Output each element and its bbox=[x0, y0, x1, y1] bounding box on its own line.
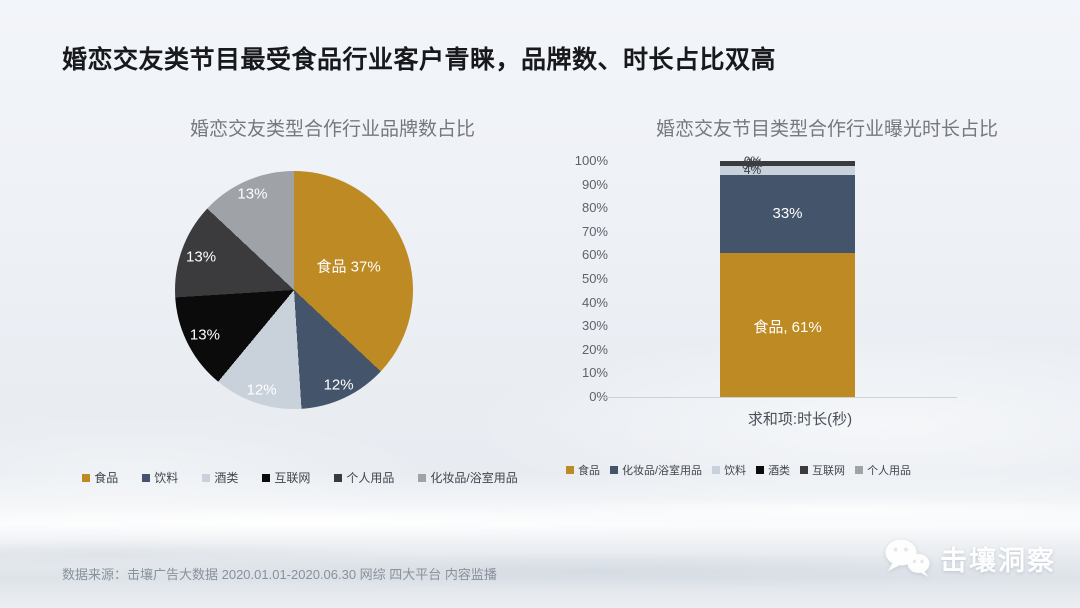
x-axis-line bbox=[603, 397, 957, 398]
bar-segment-label-2: 33% bbox=[772, 204, 803, 222]
pie-slice-label-3: 12% bbox=[246, 381, 277, 399]
bar-x-axis-label: 求和项:时长(秒) bbox=[747, 411, 853, 428]
legend-marker bbox=[712, 466, 721, 474]
legend-item-6: 化妆品/浴室用品 bbox=[418, 469, 518, 486]
y-axis-tick: 100% bbox=[574, 153, 608, 168]
legend-marker bbox=[262, 473, 271, 482]
bar-legend: 食品 化妆品/浴室用品 饮料 酒类 互联网 个人用品 bbox=[566, 462, 970, 478]
bar-segment-5 bbox=[720, 161, 855, 166]
legend-marker bbox=[800, 466, 809, 474]
legend-label: 互联网 bbox=[274, 471, 311, 485]
wechat-icon bbox=[885, 539, 930, 577]
legend-item-3: 酒类 bbox=[202, 469, 238, 486]
pie-chart: 食品 37% 12% 12% 13% 13% 13% bbox=[175, 171, 413, 409]
y-axis-tick: 10% bbox=[581, 365, 608, 381]
bar-segment-3 bbox=[720, 165, 855, 176]
legend-marker bbox=[610, 466, 618, 474]
bar-segment-label-4: 0% bbox=[741, 158, 760, 173]
legend-label: 化妆品/浴室用品 bbox=[430, 471, 518, 485]
legend-item-3: 饮料 bbox=[712, 462, 746, 478]
legend-label: 食品 bbox=[94, 471, 119, 485]
pie-slice-label-5: 13% bbox=[186, 248, 217, 266]
legend-marker bbox=[566, 466, 574, 474]
bar-stack bbox=[720, 161, 855, 397]
legend-item-1: 食品 bbox=[82, 469, 118, 486]
legend-marker bbox=[418, 473, 427, 482]
legend-item-6: 个人用品 bbox=[855, 462, 911, 478]
legend-label: 食品 bbox=[578, 465, 600, 477]
legend-label: 酒类 bbox=[768, 465, 791, 477]
y-axis-tick: 70% bbox=[581, 223, 608, 239]
bar-segment-2 bbox=[720, 175, 855, 254]
legend-marker bbox=[756, 466, 765, 474]
bar-chart-title: 婚恋交友节目类型合作行业曝光时长占比 bbox=[656, 119, 999, 140]
y-axis-tick: 80% bbox=[581, 200, 608, 216]
legend-item-4: 酒类 bbox=[756, 462, 790, 478]
bar-segment-label-6: 0% bbox=[743, 153, 762, 168]
y-axis-tick: 90% bbox=[581, 176, 608, 192]
legend-marker bbox=[142, 473, 151, 482]
pie-legend: 食品 饮料 酒类 互联网 个人用品 化妆品/浴室用品 bbox=[70, 469, 530, 486]
pie-slice-label-4: 13% bbox=[189, 326, 220, 344]
y-axis-tick: 30% bbox=[581, 318, 608, 334]
legend-label: 饮料 bbox=[154, 471, 179, 485]
legend-item-1: 食品 bbox=[566, 462, 600, 478]
legend-label: 互联网 bbox=[812, 465, 846, 477]
legend-item-2: 饮料 bbox=[142, 469, 178, 486]
y-axis-tick: 60% bbox=[581, 247, 608, 263]
legend-label: 化妆品/浴室用品 bbox=[622, 465, 703, 477]
legend-marker bbox=[202, 473, 211, 482]
y-axis-tick: 0% bbox=[589, 389, 608, 404]
legend-label: 饮料 bbox=[724, 465, 747, 477]
legend-item-5: 个人用品 bbox=[334, 469, 394, 486]
watermark: 击壤洞察 bbox=[884, 538, 1056, 578]
data-source-note: 数据来源：击壤广告大数据 2020.01.01-2020.06.30 网综 四大… bbox=[62, 567, 497, 582]
watermark-text: 击壤洞察 bbox=[940, 545, 1056, 576]
y-axis-tick: 20% bbox=[581, 341, 608, 357]
bar-chart: 0% 10% 20% 30% 40% 50% 60% 70% 80% 90% 100% 食品, 61… bbox=[560, 153, 970, 415]
bar-segment-label-1: 食品, 61% bbox=[753, 318, 822, 336]
pie-slice-label-2: 12% bbox=[323, 376, 354, 394]
legend-item-4: 互联网 bbox=[262, 469, 310, 486]
legend-label: 个人用品 bbox=[346, 471, 395, 485]
pie-chart-title: 婚恋交友类型合作行业品牌数占比 bbox=[190, 119, 476, 140]
bar-segment-1 bbox=[720, 253, 855, 397]
legend-item-2: 化妆品/浴室用品 bbox=[610, 462, 702, 478]
pie-slice-label-6: 13% bbox=[237, 185, 268, 203]
pie-slice-label-1: 食品 37% bbox=[316, 258, 381, 276]
y-axis-tick: 40% bbox=[581, 294, 608, 310]
page-title: 婚恋交友类节目最受食品行业客户青睐，品牌数、时长占比双高 bbox=[62, 46, 777, 74]
legend-marker bbox=[334, 473, 343, 482]
y-axis-tick: 50% bbox=[581, 271, 608, 286]
legend-marker bbox=[855, 466, 864, 474]
pie-graphic bbox=[175, 171, 413, 409]
legend-label: 个人用品 bbox=[867, 465, 912, 477]
legend-item-5: 互联网 bbox=[800, 462, 845, 478]
bar-segment-label-3: 4% bbox=[743, 163, 762, 177]
legend-label: 酒类 bbox=[214, 471, 239, 485]
bar-segment-label-5: 2% bbox=[745, 155, 764, 170]
legend-marker bbox=[82, 473, 91, 482]
